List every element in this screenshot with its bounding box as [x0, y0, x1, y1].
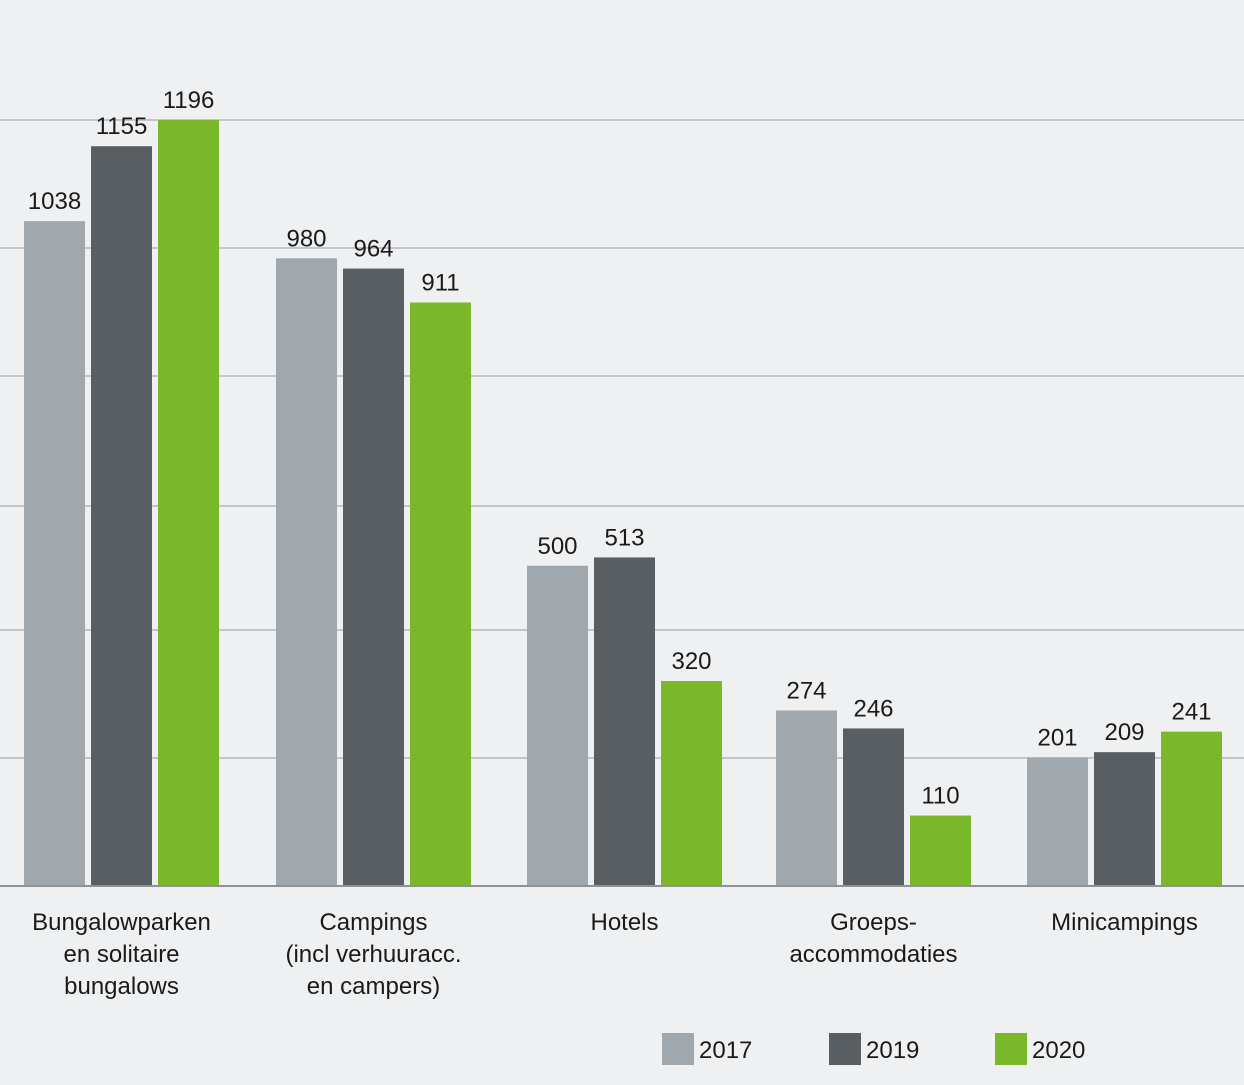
bar-2017-4 [1027, 757, 1088, 886]
data-label-2017-4: 201 [1037, 724, 1077, 751]
data-label-2019-0: 1155 [96, 113, 148, 140]
legend-label-2020: 2020 [1032, 1037, 1085, 1064]
data-label-2020-3: 110 [921, 783, 959, 810]
bar-2020-2 [661, 681, 722, 886]
data-label-2019-2: 513 [604, 524, 644, 551]
bar-2019-4 [1094, 752, 1155, 886]
category-label-2-line-0: Hotels [590, 909, 658, 936]
category-label-3-line-1: accommodaties [789, 941, 957, 968]
legend-swatch-2017 [662, 1033, 694, 1065]
data-label-2020-0: 1196 [163, 87, 215, 114]
data-label-2020-4: 241 [1171, 699, 1211, 726]
data-label-2017-0: 1038 [28, 188, 81, 215]
bar-2020-4 [1161, 731, 1222, 886]
data-label-2017-1: 980 [286, 225, 326, 252]
legend-swatch-2019 [829, 1033, 861, 1065]
category-label-0-line-0: Bungalowparken [32, 909, 211, 936]
data-label-2019-4: 209 [1104, 719, 1144, 746]
category-label-1-line-2: en campers) [307, 973, 440, 1000]
data-label-2020-1: 911 [421, 270, 459, 297]
category-label-0-line-1: en solitaire [63, 941, 179, 968]
category-label-4-line-0: Minicampings [1051, 909, 1198, 936]
bar-2019-1 [343, 268, 404, 887]
bar-2020-3 [910, 815, 971, 886]
bar-2017-1 [276, 258, 337, 886]
bar-2020-1 [410, 302, 471, 886]
data-label-2017-3: 274 [786, 678, 826, 705]
bar-2020-0 [158, 119, 219, 887]
bar-2019-0 [91, 146, 152, 886]
category-label-1-line-1: (incl verhuuracc. [285, 941, 461, 968]
data-label-2019-1: 964 [353, 236, 393, 263]
category-label-1-line-0: Campings [319, 909, 427, 936]
legend-label-2019: 2019 [866, 1037, 919, 1064]
bar-2017-2 [527, 565, 588, 886]
bar-2019-2 [594, 557, 655, 886]
data-label-2019-3: 246 [853, 695, 893, 722]
data-label-2017-2: 500 [537, 533, 577, 560]
bar-2017-3 [776, 710, 837, 886]
data-label-2020-2: 320 [671, 648, 711, 675]
legend-label-2017: 2017 [699, 1037, 752, 1064]
legend-swatch-2020 [995, 1033, 1027, 1065]
bar-2017-0 [24, 221, 85, 886]
category-label-3-line-0: Groeps- [830, 909, 917, 936]
category-label-0-line-2: bungalows [64, 973, 179, 1000]
bar-2019-3 [843, 728, 904, 886]
